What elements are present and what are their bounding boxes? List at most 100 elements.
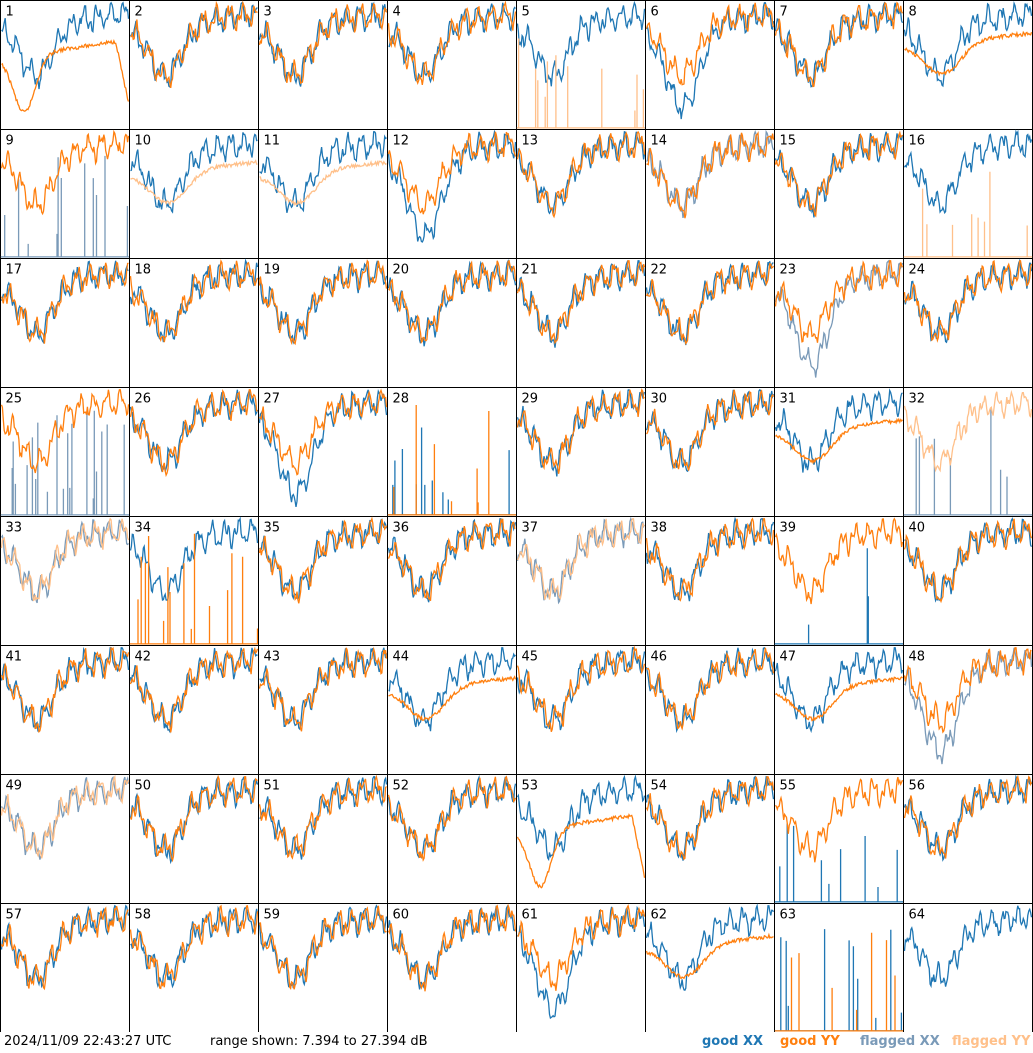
panel-label: 47 (780, 650, 797, 665)
panel-label: 10 (135, 134, 152, 149)
good-xx-trace (259, 131, 387, 213)
flagged-xx-trace (0, 410, 130, 516)
panel-1: 1 (0, 0, 130, 130)
good-yy-trace (904, 30, 1033, 77)
panel-frame (903, 774, 1033, 904)
good-yy-trace (903, 647, 1032, 734)
panel-label: 27 (264, 392, 281, 407)
range-text: range shown: 7.394 to 27.394 dB (210, 1034, 428, 1049)
panel-frame (903, 645, 1033, 775)
good-yy-trace (259, 388, 388, 476)
good-yy-trace (516, 260, 646, 345)
panel-27: 27 (258, 387, 388, 517)
good-xx-trace (388, 2, 516, 84)
panel-label: 63 (780, 908, 797, 923)
panel-frame (774, 258, 904, 388)
good-yy-trace (258, 2, 388, 85)
good-yy-trace (645, 260, 775, 346)
panel-12: 12 (387, 129, 517, 259)
good-xx-trace (129, 389, 259, 473)
panel-10: 10 (129, 129, 259, 259)
panel-57: 57 (0, 903, 130, 1032)
panel-53: 53 (516, 774, 646, 904)
legend-flagged-xx: flagged XX (860, 1034, 940, 1049)
panel-24: 24 (903, 258, 1033, 388)
panel-label: 4 (393, 5, 401, 20)
good-yy-trace (388, 259, 517, 344)
good-yy-trace (774, 776, 904, 863)
panel-frame (516, 258, 646, 388)
panel-label: 45 (522, 650, 539, 665)
good-yy-trace (774, 130, 903, 218)
panel-label: 29 (522, 392, 539, 407)
panel-label: 59 (264, 908, 281, 923)
good-yy-trace (646, 130, 775, 219)
good-xx-trace (774, 548, 904, 645)
good-xx-trace (258, 904, 388, 989)
panel-label: 62 (651, 908, 668, 923)
good-yy-trace (516, 813, 646, 889)
panel-label: 39 (780, 521, 797, 536)
flagged-yy-trace (516, 518, 645, 600)
good-yy-trace (387, 131, 517, 215)
footer: 2024/11/09 22:43:27 UTC range shown: 7.3… (0, 1032, 1033, 1053)
panel-frame (129, 129, 259, 259)
panel-label: 12 (393, 134, 410, 149)
panel-label: 52 (393, 779, 410, 794)
panel-49: 49 (0, 774, 130, 904)
panel-frame (387, 258, 517, 388)
panel-64: 64 (903, 903, 1033, 1032)
panel-label: 49 (6, 779, 23, 794)
good-yy-trace (387, 775, 517, 862)
good-yy-trace (0, 646, 130, 734)
panel-39: 39 (774, 516, 904, 646)
panel-frame (516, 903, 646, 1032)
good-xx-trace (388, 647, 517, 732)
flagged-xx-trace (904, 647, 1033, 765)
good-yy-trace (129, 259, 259, 343)
panel-frame (258, 0, 388, 130)
good-xx-trace (774, 823, 904, 903)
good-xx-trace (130, 905, 259, 989)
panel-6: 6 (645, 0, 775, 130)
panel-frame (258, 903, 388, 1032)
panel-47: 47 (774, 645, 904, 775)
panel-label: 53 (522, 779, 539, 794)
flagged-yy-trace (0, 517, 130, 602)
panel-label: 8 (909, 5, 917, 20)
panel-frame (774, 774, 904, 904)
panel-frame (0, 0, 130, 130)
panel-17: 17 (0, 258, 130, 388)
panel-23: 23 (774, 258, 904, 388)
good-yy-trace (1, 39, 130, 112)
panel-frame (903, 903, 1033, 1032)
panel-44: 44 (387, 645, 517, 775)
panel-42: 42 (129, 645, 259, 775)
good-yy-trace (774, 932, 904, 1032)
good-yy-trace (774, 260, 904, 343)
good-yy-trace (387, 903, 517, 992)
panel-frame (0, 903, 130, 1032)
good-xx-trace (774, 647, 904, 734)
panel-label: 64 (909, 908, 926, 923)
good-yy-trace (516, 645, 646, 733)
good-xx-trace (516, 0, 646, 87)
panel-label: 43 (264, 650, 281, 665)
good-yy-trace (774, 517, 904, 605)
panel-59: 59 (258, 903, 388, 1032)
panel-52: 52 (387, 774, 517, 904)
panel-label: 31 (780, 392, 797, 407)
good-yy-trace (645, 389, 775, 471)
panel-3: 3 (258, 0, 388, 130)
timestamp: 2024/11/09 22:43:27 UTC (4, 1034, 172, 1049)
panel-label: 21 (522, 263, 539, 278)
panel-label: 35 (264, 521, 281, 536)
good-xx-trace (258, 388, 388, 508)
panel-frame (516, 129, 646, 259)
flagged-xx-trace (903, 409, 1033, 516)
panel-label: 42 (135, 650, 152, 665)
panel-label: 26 (135, 392, 152, 407)
good-yy-trace (903, 259, 1033, 343)
good-yy-trace (387, 517, 516, 602)
good-xx-trace (129, 258, 259, 343)
